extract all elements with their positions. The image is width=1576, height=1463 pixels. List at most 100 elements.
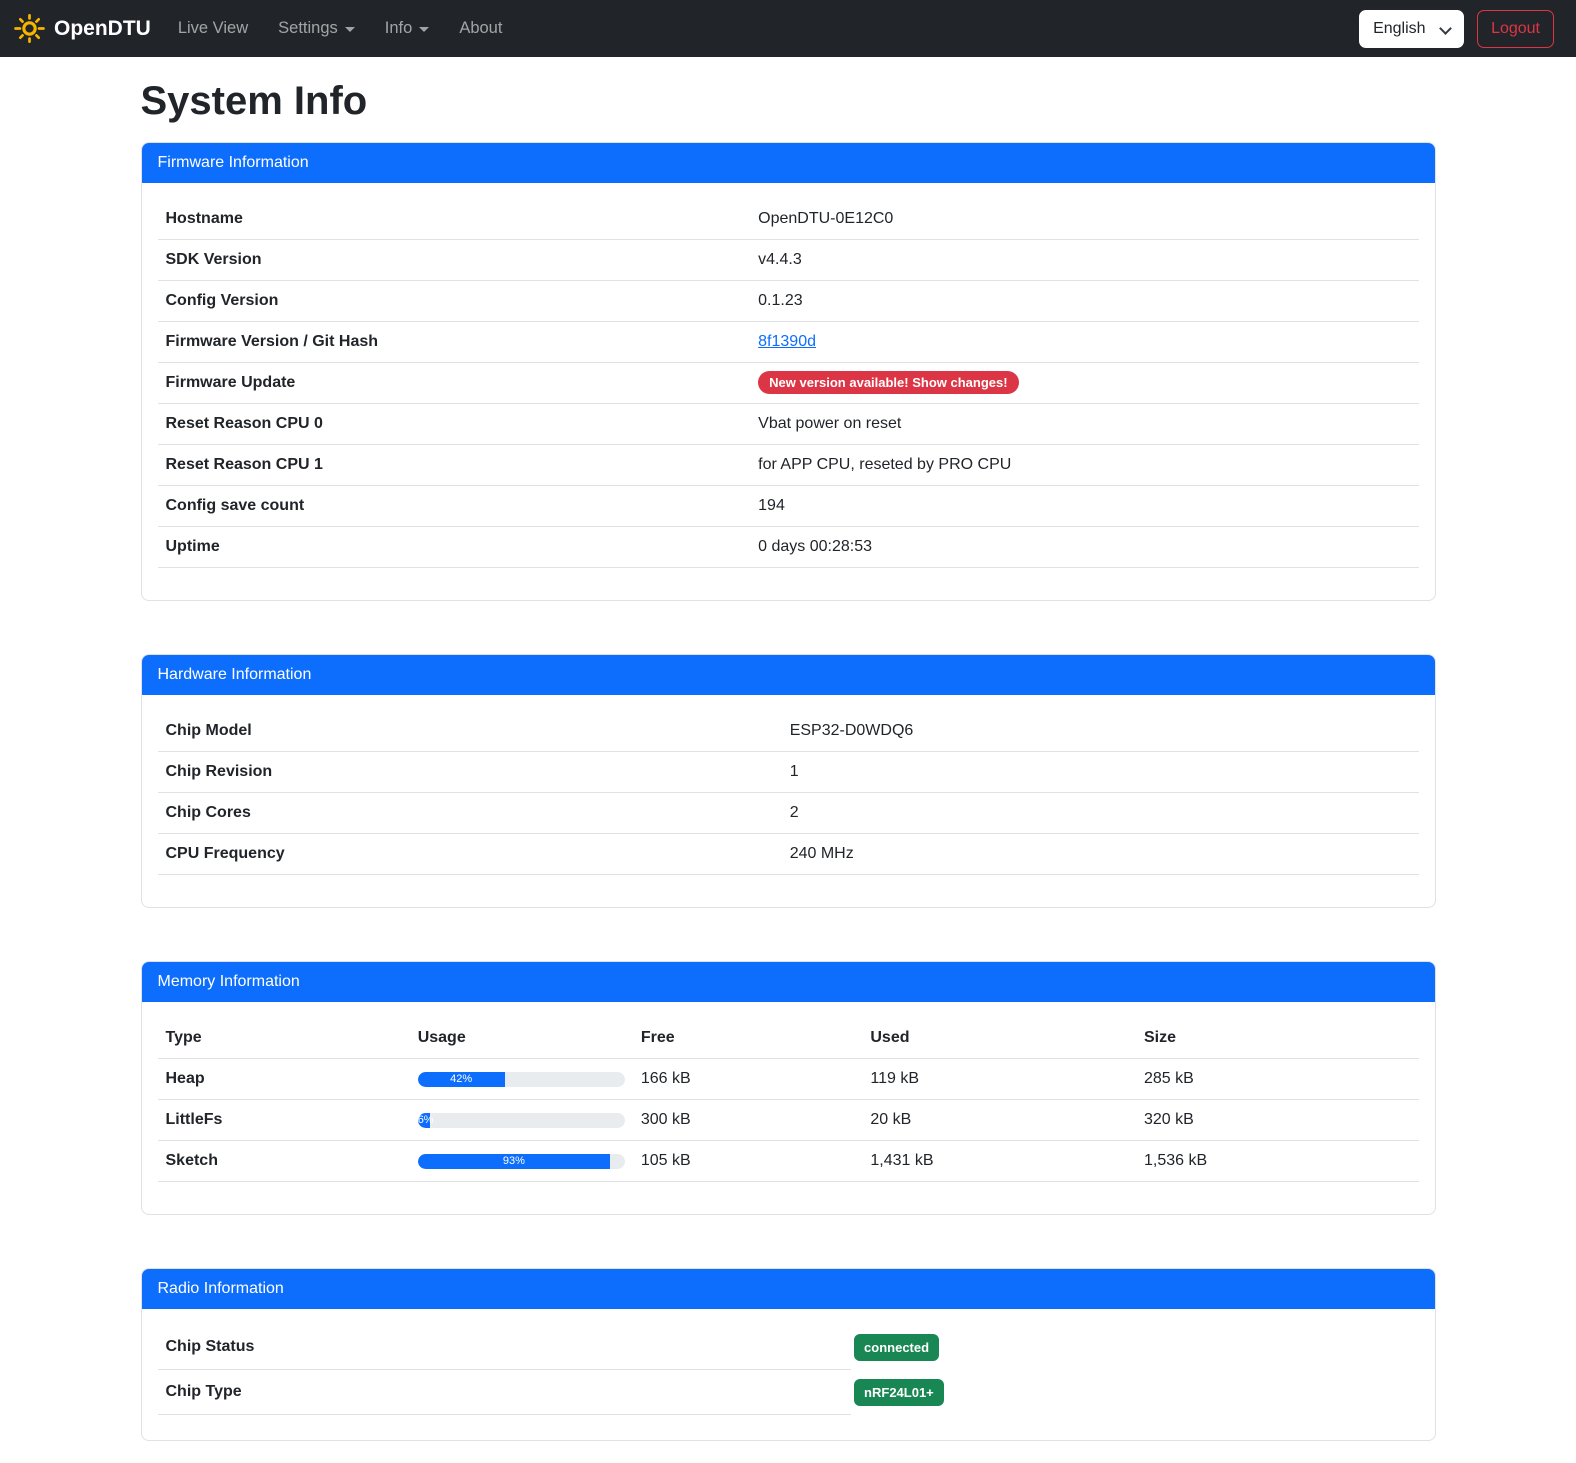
row-value: nRF24L01+ — [851, 1379, 944, 1406]
row-value: for APP CPU, reseted by PRO CPU — [750, 444, 1419, 486]
firmware-update-badge[interactable]: New version available! Show changes! — [758, 371, 1019, 394]
row-label: Hostname — [157, 199, 751, 240]
row-value: 1 — [781, 751, 1419, 793]
free-value: 105 kB — [632, 1140, 863, 1182]
row-label: Chip Model — [157, 711, 782, 752]
table-row: Chip Revision 1 — [157, 751, 1419, 793]
row-label: LittleFs — [157, 1099, 410, 1141]
page-title: System Info — [140, 79, 368, 123]
spacer — [158, 1415, 1419, 1424]
table-row: SDK Version v4.4.3 — [157, 239, 1419, 281]
nav-item-label: Settings — [278, 19, 338, 38]
table-row: Chip Model ESP32-D0WDQ6 — [157, 711, 1419, 752]
row-label: Chip Type — [157, 1370, 852, 1415]
row-value: v4.4.3 — [750, 239, 1419, 281]
free-value: 166 kB — [632, 1058, 863, 1100]
chip-type-badge: nRF24L01+ — [854, 1379, 944, 1406]
column-header: Usage — [409, 1018, 633, 1059]
sun-icon — [14, 13, 45, 44]
row-value: connected — [851, 1334, 940, 1361]
top-navbar: OpenDTU Live View Settings Info About En… — [0, 0, 1576, 57]
row-label: Config Version — [157, 280, 751, 322]
card-header: Hardware Information — [141, 655, 1435, 695]
row-label: Heap — [157, 1058, 410, 1100]
usage-progress-bar: 6% — [417, 1112, 625, 1128]
nav-item-info[interactable]: Info — [370, 8, 445, 49]
row-label: Firmware Update — [157, 362, 751, 404]
nav-item-label: Live View — [177, 19, 249, 38]
brand-link[interactable]: OpenDTU — [14, 13, 151, 45]
memory-information-card: Memory Information Type Usage Free Used … — [140, 961, 1436, 1215]
column-header: Size — [1136, 1018, 1419, 1059]
nav-item-settings[interactable]: Settings — [263, 8, 370, 49]
row-label: Chip Cores — [157, 792, 782, 834]
main-content: System Info Firmware Information Hostnam… — [140, 77, 1436, 1441]
table-row: Reset Reason CPU 0 Vbat power on reset — [157, 403, 1419, 445]
radio-information-card: Radio Information Chip Status connected … — [140, 1268, 1436, 1441]
row-label: Sketch — [157, 1140, 410, 1182]
nav-item-label: Info — [384, 19, 413, 38]
hardware-information-card: Hardware Information Chip Model ESP32-D0… — [140, 654, 1436, 908]
nav-item-about[interactable]: About — [444, 8, 517, 49]
row-value: 240 MHz — [781, 833, 1419, 875]
size-value: 1,536 kB — [1136, 1140, 1419, 1182]
table-header-row: Type Usage Free Used Size — [157, 1018, 1419, 1059]
row-value: 8f1390d — [750, 321, 1419, 363]
size-value: 320 kB — [1136, 1099, 1419, 1141]
hardware-table: Chip Model ESP32-D0WDQ6 Chip Revision 1 … — [157, 711, 1419, 875]
usage-progress-fill: 42% — [417, 1071, 505, 1087]
table-row: Uptime 0 days 00:28:53 — [157, 526, 1419, 568]
row-value: 2 — [781, 792, 1419, 834]
card-header: Firmware Information — [141, 143, 1435, 183]
usage-progress-bar: 42% — [417, 1071, 625, 1087]
firmware-information-card: Firmware Information Hostname OpenDTU-0E… — [140, 142, 1436, 601]
usage-cell: 6% — [409, 1099, 633, 1141]
nav-item-label: About — [459, 19, 503, 38]
usage-progress-bar: 93% — [417, 1153, 625, 1169]
row-label: Chip Status — [157, 1325, 852, 1370]
table-row: Firmware Version / Git Hash 8f1390d — [157, 321, 1419, 363]
size-value: 285 kB — [1136, 1058, 1419, 1100]
card-body: Type Usage Free Used Size Heap 42% — [142, 1002, 1435, 1214]
logout-button[interactable]: Logout — [1477, 9, 1554, 48]
radio-row: Chip Type nRF24L01+ — [157, 1370, 1419, 1415]
chip-status-badge: connected — [854, 1334, 940, 1361]
card-body: Chip Status connected Chip Type nRF24L01… — [142, 1309, 1435, 1440]
table-row: LittleFs 6% 300 kB 20 kB 320 kB — [157, 1099, 1419, 1141]
row-label: Reset Reason CPU 0 — [157, 403, 751, 445]
table-row: CPU Frequency 240 MHz — [157, 833, 1419, 875]
row-value: ESP32-D0WDQ6 — [781, 711, 1419, 752]
table-row: Heap 42% 166 kB 119 kB 285 kB — [157, 1058, 1419, 1100]
used-value: 119 kB — [862, 1058, 1136, 1100]
card-body: Chip Model ESP32-D0WDQ6 Chip Revision 1 … — [142, 695, 1435, 907]
row-value: 194 — [750, 485, 1419, 527]
usage-progress-fill: 93% — [417, 1153, 611, 1169]
language-selected-value: English — [1373, 19, 1426, 37]
memory-table: Type Usage Free Used Size Heap 42% — [157, 1018, 1419, 1182]
row-label: SDK Version — [157, 239, 751, 281]
row-value: Vbat power on reset — [750, 403, 1419, 445]
firmware-table: Hostname OpenDTU-0E12C0 SDK Version v4.4… — [157, 199, 1419, 568]
main-nav: Live View Settings Info About — [163, 8, 518, 49]
row-value: 0.1.23 — [750, 280, 1419, 322]
row-label: Firmware Version / Git Hash — [157, 321, 751, 363]
table-row: Hostname OpenDTU-0E12C0 — [157, 199, 1419, 240]
column-header: Free — [632, 1018, 863, 1059]
caret-down-icon — [344, 27, 355, 32]
usage-cell: 42% — [409, 1058, 633, 1100]
card-header: Radio Information — [141, 1269, 1435, 1309]
row-value: New version available! Show changes! — [750, 362, 1419, 404]
column-header: Type — [157, 1018, 410, 1059]
git-hash-link[interactable]: 8f1390d — [758, 333, 816, 350]
nav-item-live-view[interactable]: Live View — [163, 8, 263, 49]
navbar-right: English Logout — [1359, 9, 1554, 48]
table-row: Chip Cores 2 — [157, 792, 1419, 834]
row-value: 0 days 00:28:53 — [750, 526, 1419, 568]
brand-label: OpenDTU — [54, 16, 151, 40]
row-label: Uptime — [157, 526, 751, 568]
usage-progress-fill: 6% — [417, 1112, 434, 1128]
radio-row: Chip Status connected — [157, 1325, 1419, 1370]
language-select[interactable]: English — [1359, 9, 1465, 48]
usage-cell: 93% — [409, 1140, 633, 1182]
row-value: OpenDTU-0E12C0 — [750, 199, 1419, 240]
